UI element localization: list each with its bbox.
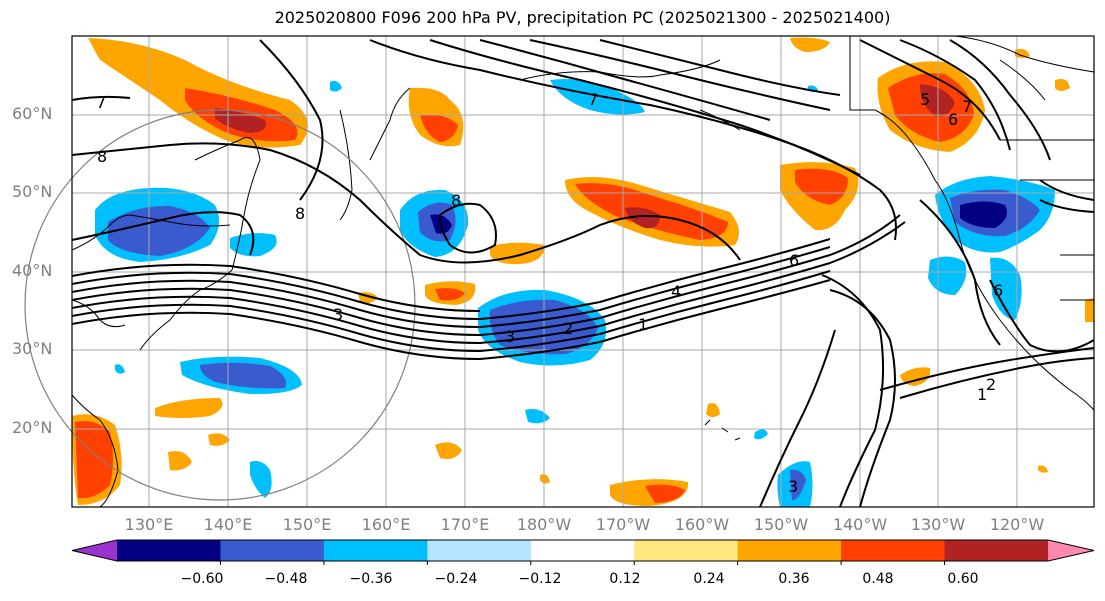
contour-label: 8	[451, 191, 461, 210]
contour-label: 5	[920, 90, 930, 109]
colorbar-tick-label: −0.60	[180, 571, 224, 587]
lon-label: 170°W	[595, 515, 651, 534]
contour-label: 2	[563, 319, 573, 338]
lon-label: 150°W	[753, 515, 809, 534]
lon-label: 130°E	[124, 515, 174, 534]
lon-label: 160°E	[361, 515, 411, 534]
contour-label: 8	[295, 204, 305, 223]
colorbar-tick-label: −0.48	[264, 571, 308, 587]
colorbar-bin	[323, 540, 428, 561]
colorbar-bin	[737, 540, 842, 561]
range-circle	[24, 109, 416, 501]
colorbar-bin	[530, 540, 635, 561]
colorbar-bin	[427, 540, 532, 561]
contour-label: 7	[962, 97, 972, 116]
colorbar-bin	[220, 540, 325, 561]
lon-label: 160°W	[674, 515, 730, 534]
contour-label: 6	[789, 251, 799, 270]
colorbar-tick-label: 0.24	[693, 571, 725, 587]
contour-label: 3	[333, 305, 343, 324]
graticule	[72, 36, 1094, 507]
contour-label: 7	[96, 93, 106, 112]
lat-label: 30°N	[12, 339, 53, 358]
colorbar-tick-label: −0.12	[518, 571, 562, 587]
contour-label: 1	[638, 315, 648, 334]
lat-label: 50°N	[12, 182, 53, 201]
colorbar-tick-label: 0.36	[778, 571, 810, 587]
contour-label: 3	[505, 327, 515, 346]
lon-label: 170°E	[440, 515, 490, 534]
contour-label: 1	[977, 385, 987, 404]
colorbar-tick-label: 0.12	[609, 571, 641, 587]
lat-label: 60°N	[12, 104, 53, 123]
lon-label: 140°E	[203, 515, 253, 534]
contour-label: 2	[986, 375, 996, 394]
colorbar-bin	[944, 540, 1049, 561]
pv-contours	[71, 39, 1095, 508]
contour-labels: 7 8 8 7 5 7 6 8 6 4 3 3 2 1 2 1 6 3	[96, 90, 1003, 496]
colorbar-bin	[841, 540, 946, 561]
colorbar-extend-low	[72, 540, 117, 561]
lat-label: 20°N	[12, 418, 53, 437]
lon-label: 130°W	[910, 515, 966, 534]
colorbar-bin	[634, 540, 739, 561]
contour-label: 3	[788, 477, 798, 496]
lon-label: 150°E	[282, 515, 332, 534]
contour-label: 4	[671, 282, 681, 301]
contour-label: 7	[588, 90, 598, 109]
contour-label: 6	[993, 281, 1003, 300]
colorbar-bin	[117, 540, 221, 561]
figure-title: 2025020800 F096 200 hPa PV, precipitatio…	[274, 8, 891, 27]
lon-label: 180°W	[516, 515, 572, 534]
colorbar-tick-label: −0.36	[349, 571, 393, 587]
colorbar-tick-label: −0.24	[434, 571, 478, 587]
map-panel	[24, 35, 1095, 508]
colorbar	[71, 539, 1095, 565]
contour-label: 6	[948, 110, 958, 129]
coastlines	[71, 35, 1095, 508]
colorbar-tick-label: 0.48	[862, 571, 894, 587]
lat-label: 40°N	[12, 261, 53, 280]
colorbar-tick-label: 0.60	[947, 571, 979, 587]
lon-label: 140°W	[832, 515, 888, 534]
lon-label: 120°W	[989, 515, 1045, 534]
colorbar-extend-high	[1048, 540, 1094, 561]
contour-label: 8	[97, 147, 107, 166]
colorbar-outline	[71, 539, 1095, 562]
